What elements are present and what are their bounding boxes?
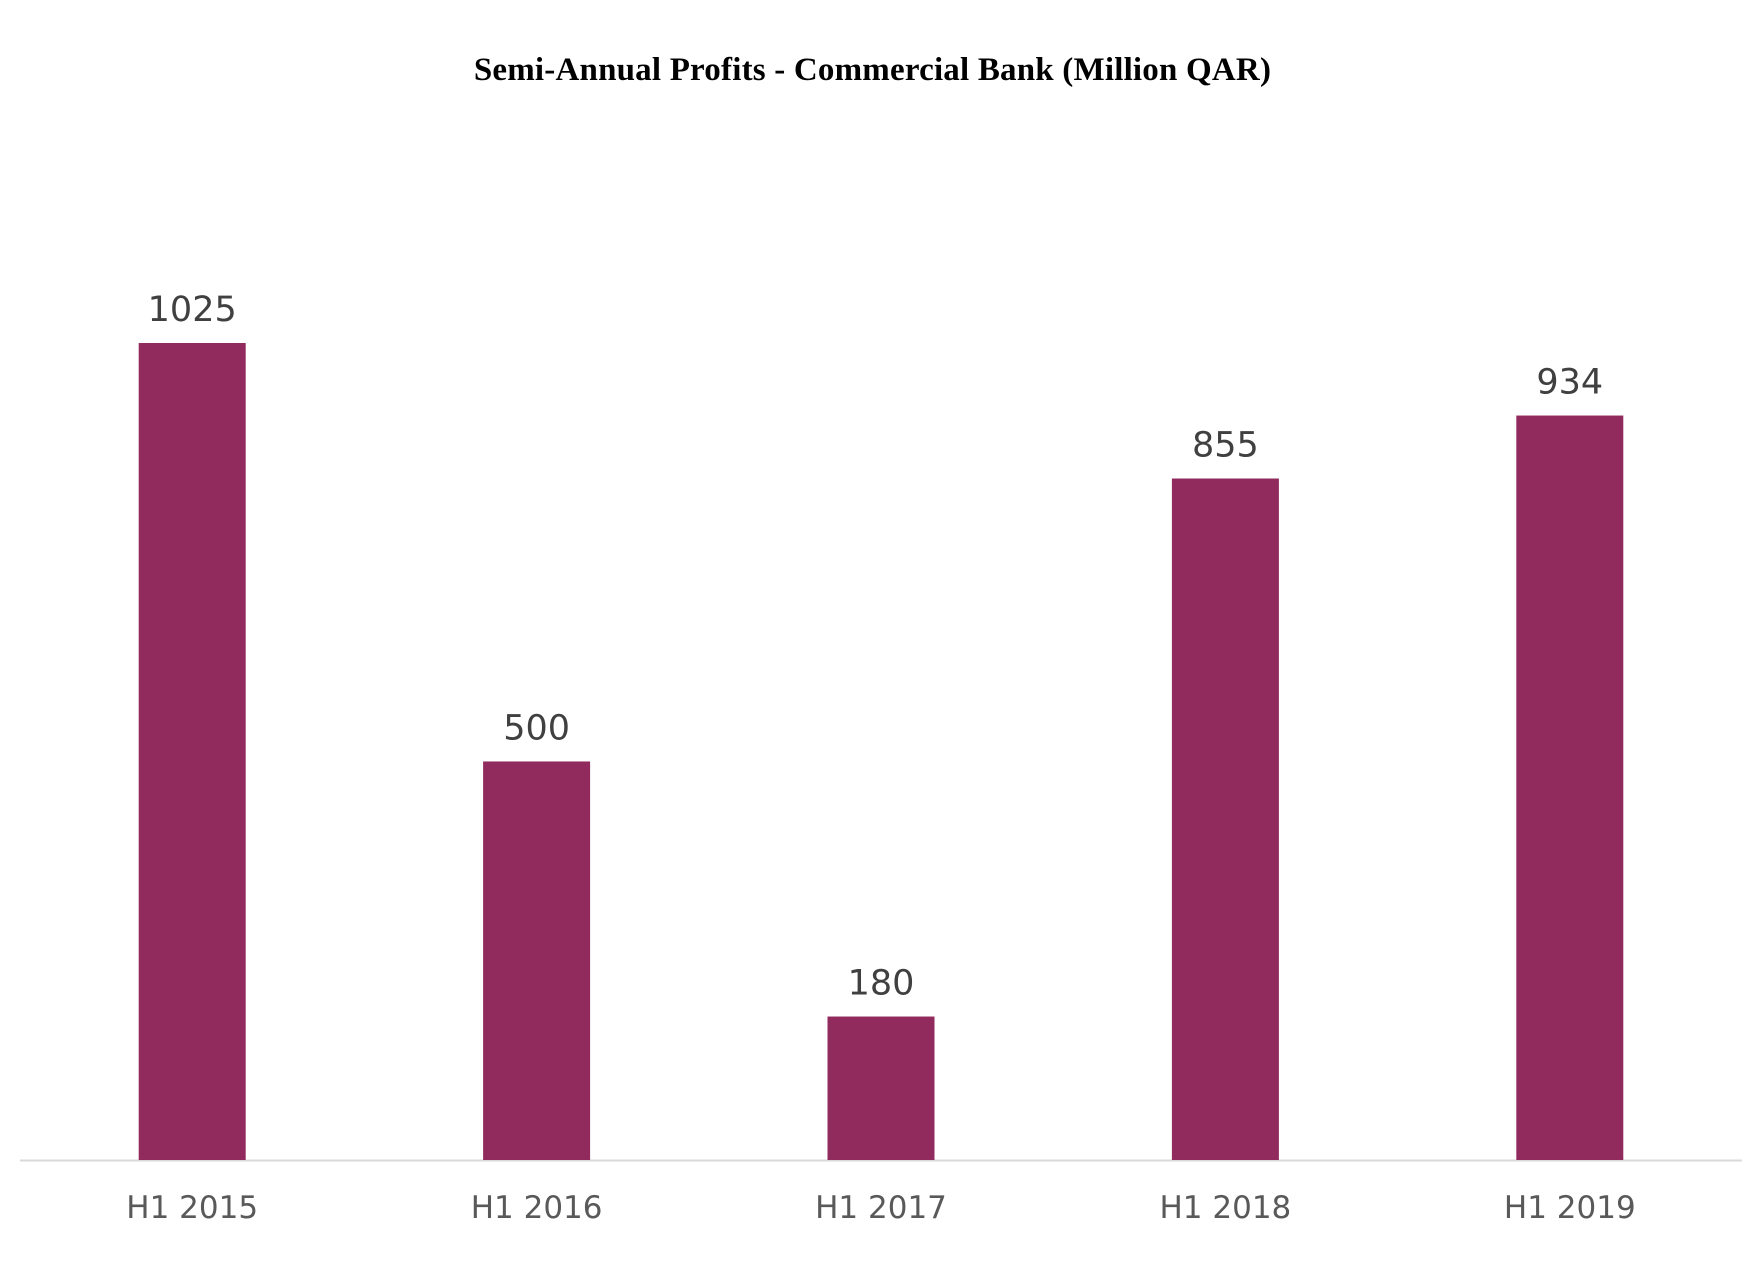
x-tick-label: H1 2018 (1160, 1190, 1292, 1226)
data-label: 855 (1192, 426, 1259, 466)
data-label: 1025 (148, 290, 237, 330)
bar (1516, 415, 1624, 1160)
x-tick-label: H1 2016 (471, 1190, 603, 1226)
x-tick-label: H1 2019 (1504, 1190, 1636, 1226)
bar (1171, 478, 1279, 1160)
data-label: 500 (503, 708, 570, 748)
x-tick-label: H1 2015 (126, 1190, 258, 1226)
x-tick-label: H1 2017 (815, 1190, 947, 1226)
data-label: 934 (1536, 363, 1603, 403)
bar (483, 761, 591, 1160)
chart-title: Semi-Annual Profits - Commercial Bank (M… (473, 52, 1272, 88)
bar (827, 1016, 935, 1160)
bar (138, 343, 246, 1160)
data-label: 180 (848, 964, 915, 1004)
